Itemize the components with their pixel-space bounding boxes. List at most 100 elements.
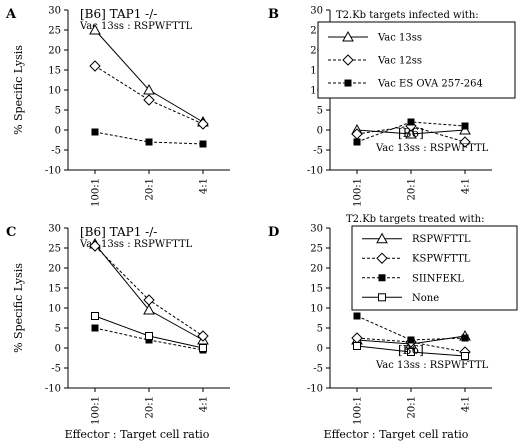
- data-point: [353, 342, 361, 350]
- panel-c: C [B6] TAP1 -/-Vac 13ss : RSPWFTTL -10 -5 0 5…: [6, 224, 230, 441]
- x-tick-label: 100:1: [353, 396, 364, 425]
- data-point: [145, 332, 153, 340]
- x-tick-label: 4:1: [199, 396, 210, 412]
- y-tick-label: 0: [55, 126, 61, 137]
- panel-subtitle: Vac 13ss : RSPWFTTL: [79, 21, 193, 32]
- data-point: [143, 83, 155, 95]
- series-siinfekl: [353, 312, 469, 344]
- x-tick-label: 20:1: [145, 396, 156, 418]
- series-kspwfttl: [89, 240, 209, 342]
- panel-subtitle: Vac 13ss : RSPWFTTL: [375, 360, 489, 371]
- y-tick-label: 25: [310, 26, 323, 37]
- series-none: [353, 342, 469, 360]
- y-tick-label: 30: [310, 224, 323, 235]
- y-tick-label: 10: [48, 304, 61, 315]
- y-tick-label: -10: [307, 166, 323, 177]
- series-vac-es-ova-257-264: [353, 118, 469, 146]
- y-tick-label: -5: [51, 364, 61, 375]
- data-point: [405, 127, 417, 139]
- y-tick-label: 20: [310, 264, 323, 275]
- x-axis-label: Effector : Target cell ratio: [65, 428, 210, 441]
- legend-marker: [376, 252, 388, 264]
- x-tick-label: 100:1: [353, 178, 364, 207]
- panel-title: [B6] TAP1 -/-: [80, 225, 157, 239]
- data-point: [353, 312, 361, 320]
- y-tick-label: 5: [55, 106, 61, 117]
- y-tick-label: 10: [310, 86, 323, 97]
- x-tick-label: 4:1: [461, 396, 472, 412]
- legend-entry: None: [412, 293, 439, 304]
- panel-title: [B6] TAP1 -/-: [80, 7, 157, 21]
- y-tick-label: -5: [313, 364, 323, 375]
- data-point: [89, 23, 101, 35]
- legend-marker: [378, 293, 386, 302]
- legend-marker: [378, 274, 386, 282]
- data-point: [91, 324, 99, 332]
- data-point: [199, 140, 207, 148]
- y-tick-label: 5: [317, 324, 323, 335]
- y-tick-label: 20: [310, 46, 323, 57]
- y-tick-label: 0: [55, 344, 61, 355]
- panel-title: [B6]: [398, 126, 424, 140]
- y-tick-label: 20: [48, 46, 61, 57]
- x-tick-label: 100:1: [91, 396, 102, 425]
- y-tick-label: 25: [48, 244, 61, 255]
- data-point: [143, 94, 155, 106]
- y-tick-label: 10: [310, 304, 323, 315]
- y-axis-label: % Specific Lysis: [12, 45, 25, 135]
- y-tick-label: 30: [310, 6, 323, 17]
- legend: T2.Kb targets treated with: RSPWFTTL KSPWF…: [346, 214, 518, 311]
- data-point: [461, 334, 469, 342]
- data-point: [143, 294, 155, 306]
- panel-letter: C: [6, 225, 16, 240]
- data-point: [89, 60, 101, 72]
- panel-b: B -10 -5 0 5 10 15 20 25 30 100:1 20:1 4:1 [B6] Vac 13…: [268, 6, 516, 207]
- y-tick-label: -10: [307, 384, 323, 395]
- legend-entry: KSPWFTTL: [412, 254, 471, 265]
- y-tick-label: 5: [55, 324, 61, 335]
- data-point: [197, 118, 209, 130]
- y-tick-label: -10: [45, 166, 61, 177]
- legend-title: T2.Kb targets treated with:: [346, 214, 484, 225]
- y-tick-label: 15: [310, 66, 323, 77]
- data-point: [353, 138, 361, 146]
- y-tick-label: -5: [313, 146, 323, 157]
- y-axis-label: % Specific Lysis: [12, 263, 25, 353]
- y-tick-label: 25: [48, 26, 61, 37]
- series-line: [94, 65, 204, 125]
- y-tick-label: 15: [48, 284, 61, 295]
- legend-entry: RSPWFTTL: [412, 234, 471, 245]
- series-line: [356, 337, 466, 353]
- data-point: [197, 330, 209, 342]
- legend-marker: [342, 54, 354, 66]
- data-point: [407, 118, 415, 126]
- series-none: [91, 312, 207, 352]
- y-tick-label: -10: [45, 384, 61, 395]
- data-point: [461, 352, 469, 360]
- series-vac-13ss: [89, 23, 209, 127]
- data-point: [143, 303, 155, 315]
- data-point: [407, 348, 415, 356]
- y-tick-label: 0: [317, 126, 323, 137]
- y-tick-label: 10: [48, 86, 61, 97]
- x-axis-label: Effector : Target cell ratio: [324, 428, 469, 441]
- y-tick-label: 25: [310, 244, 323, 255]
- y-tick-label: -5: [51, 146, 61, 157]
- legend-entry: SIINFEKL: [412, 273, 464, 284]
- series-vac-12ss: [89, 60, 209, 130]
- series-line: [94, 29, 204, 123]
- x-tick-label: 20:1: [145, 178, 156, 200]
- y-tick-label: 15: [48, 66, 61, 77]
- x-tick-label: 4:1: [199, 178, 210, 194]
- legend-marker: [376, 232, 388, 244]
- x-tick-label: 100:1: [91, 178, 102, 207]
- panel-d: D -10 -5 0 5 10 15 20 25 30 100:1 20:1 4:1 Effector :…: [268, 214, 518, 441]
- series-vac-es-ova-257-264: [91, 128, 207, 148]
- y-tick-label: 20: [48, 264, 61, 275]
- data-point: [407, 336, 415, 344]
- y-tick-label: 30: [48, 6, 61, 17]
- x-tick-label: 20:1: [407, 396, 418, 418]
- data-point: [89, 240, 101, 252]
- data-point: [461, 122, 469, 130]
